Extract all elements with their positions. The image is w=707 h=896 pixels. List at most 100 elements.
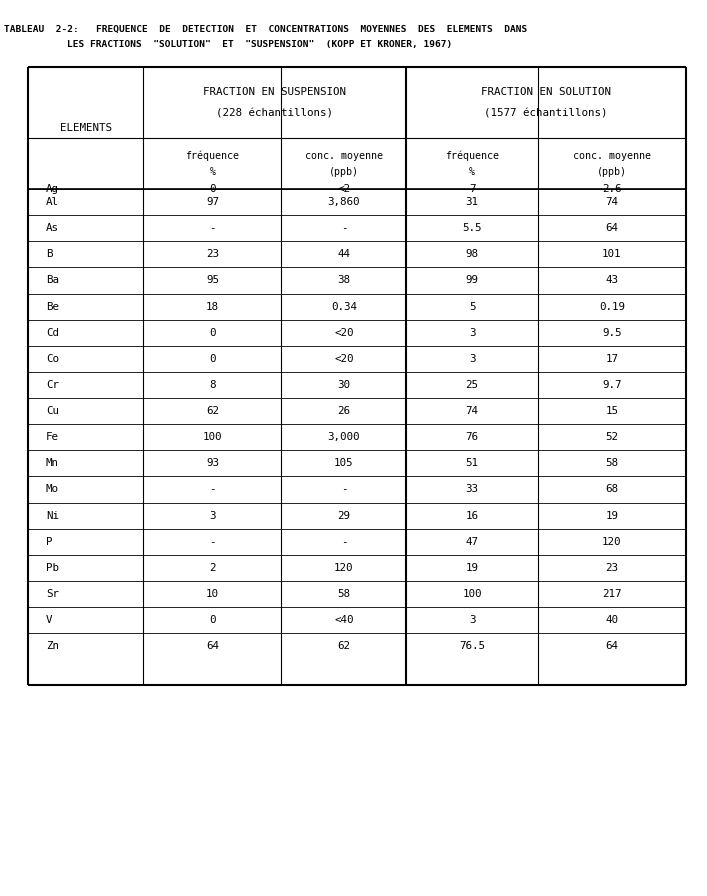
Text: 64: 64 [605,642,619,651]
Text: 38: 38 [337,275,351,286]
Text: As: As [46,223,59,233]
Text: fréquence: fréquence [445,151,499,160]
Text: Ag: Ag [46,184,59,194]
Text: P: P [46,537,52,547]
Text: %: % [209,167,216,177]
Text: 10: 10 [206,589,219,599]
Text: 47: 47 [466,537,479,547]
Text: 31: 31 [466,197,479,207]
Text: <20: <20 [334,354,354,364]
Text: -: - [341,223,347,233]
Text: TABLEAU  2-2:   FREQUENCE  DE  DETECTION  ET  CONCENTRATIONS  MOYENNES  DES  ELE: TABLEAU 2-2: FREQUENCE DE DETECTION ET C… [4,25,527,34]
Text: (1577 échantillons): (1577 échantillons) [484,108,608,118]
Text: 120: 120 [602,537,621,547]
Text: Mo: Mo [46,485,59,495]
Text: B: B [46,249,52,259]
Text: 26: 26 [337,406,351,416]
Text: -: - [209,223,216,233]
Text: 25: 25 [466,380,479,390]
Text: 64: 64 [605,223,619,233]
Text: 23: 23 [206,249,219,259]
Text: Mn: Mn [46,459,59,469]
Text: 0: 0 [209,616,216,625]
Text: 8: 8 [209,380,216,390]
Text: 29: 29 [337,511,351,521]
Text: 0.34: 0.34 [331,302,357,312]
Text: 97: 97 [206,197,219,207]
Text: (ppb): (ppb) [597,167,627,177]
Text: %: % [469,167,475,177]
Text: 3: 3 [469,616,475,625]
Text: 9.7: 9.7 [602,380,621,390]
Text: 3: 3 [469,354,475,364]
Text: 105: 105 [334,459,354,469]
Text: 120: 120 [334,563,354,573]
Text: Pb: Pb [46,563,59,573]
Text: -: - [209,485,216,495]
Text: 30: 30 [337,380,351,390]
Text: 3,000: 3,000 [327,432,360,443]
Text: 23: 23 [605,563,619,573]
Text: 0: 0 [209,184,216,194]
Text: 62: 62 [337,642,351,651]
Text: Be: Be [46,302,59,312]
Text: 74: 74 [605,197,619,207]
Text: 64: 64 [206,642,219,651]
Text: Co: Co [46,354,59,364]
Text: 5.5: 5.5 [462,223,482,233]
Text: 44: 44 [337,249,351,259]
Text: 18: 18 [206,302,219,312]
Text: 19: 19 [605,511,619,521]
Text: fréquence: fréquence [185,151,240,160]
Text: LES FRACTIONS  "SOLUTION"  ET  "SUSPENSION"  (KOPP ET KRONER, 1967): LES FRACTIONS "SOLUTION" ET "SUSPENSION"… [67,40,452,49]
Text: 76.5: 76.5 [459,642,485,651]
Text: 15: 15 [605,406,619,416]
Text: <40: <40 [334,616,354,625]
Text: 3: 3 [469,328,475,338]
Text: Fe: Fe [46,432,59,443]
Text: 51: 51 [466,459,479,469]
Text: 19: 19 [466,563,479,573]
Text: 100: 100 [203,432,222,443]
Text: 0: 0 [209,354,216,364]
Text: Cu: Cu [46,406,59,416]
Text: 0.19: 0.19 [599,302,625,312]
Text: 43: 43 [605,275,619,286]
Text: 95: 95 [206,275,219,286]
Text: 58: 58 [605,459,619,469]
Text: 3: 3 [209,511,216,521]
Text: 101: 101 [602,249,621,259]
Text: 3,860: 3,860 [327,197,360,207]
Text: 2: 2 [209,563,216,573]
Text: Ba: Ba [46,275,59,286]
Text: Zn: Zn [46,642,59,651]
Text: 68: 68 [605,485,619,495]
Text: <20: <20 [334,328,354,338]
Text: 74: 74 [466,406,479,416]
Text: 17: 17 [605,354,619,364]
Text: 33: 33 [466,485,479,495]
Text: 98: 98 [466,249,479,259]
Text: 52: 52 [605,432,619,443]
Text: 5: 5 [469,302,475,312]
Text: 100: 100 [462,589,482,599]
Text: 99: 99 [466,275,479,286]
Text: Cr: Cr [46,380,59,390]
Text: (228 échantillons): (228 échantillons) [216,108,333,118]
Text: FRACTION EN SUSPENSION: FRACTION EN SUSPENSION [204,87,346,97]
Text: conc. moyenne: conc. moyenne [305,151,383,160]
Text: Sr: Sr [46,589,59,599]
Text: Ni: Ni [46,511,59,521]
Text: 40: 40 [605,616,619,625]
Text: (ppb): (ppb) [329,167,359,177]
Text: 58: 58 [337,589,351,599]
Text: 7: 7 [469,184,475,194]
Text: -: - [209,537,216,547]
Text: 16: 16 [466,511,479,521]
Text: 217: 217 [602,589,621,599]
Text: 0: 0 [209,328,216,338]
Text: Al: Al [46,197,59,207]
Text: 9.5: 9.5 [602,328,621,338]
Text: 62: 62 [206,406,219,416]
Text: 93: 93 [206,459,219,469]
